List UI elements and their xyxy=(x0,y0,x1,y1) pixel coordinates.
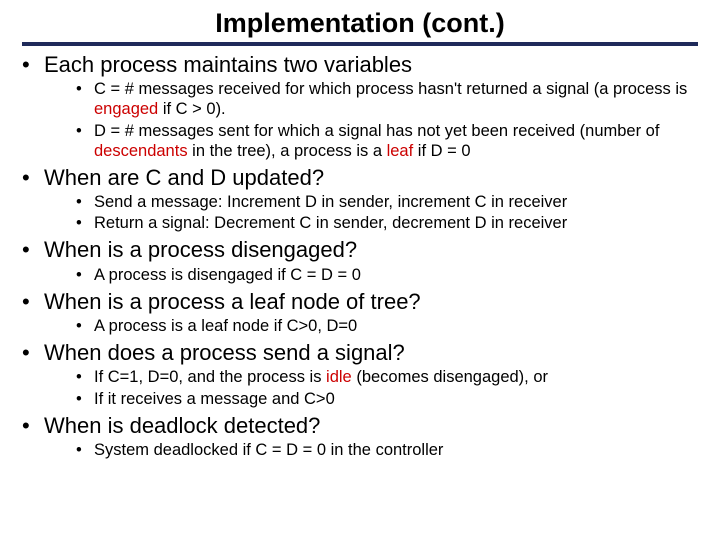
bullet-marker: • xyxy=(76,367,94,387)
bullet-text: Each process maintains two variables xyxy=(44,52,412,77)
sub-bullet-item: •If C=1, D=0, and the process is idle (b… xyxy=(76,367,698,387)
sub-bullet-text: System deadlocked if C = D = 0 in the co… xyxy=(94,440,698,460)
bullet-item: •When is a process disengaged?•A process… xyxy=(22,237,698,284)
bullet-marker: • xyxy=(76,316,94,336)
sub-bullet-list: •If C=1, D=0, and the process is idle (b… xyxy=(22,367,698,408)
bullet-marker: • xyxy=(22,289,44,314)
bullet-marker: • xyxy=(76,213,94,233)
bullet-list: •Each process maintains two variables•C … xyxy=(22,52,698,460)
bullet-marker: • xyxy=(76,265,94,285)
bullet-marker: • xyxy=(22,165,44,190)
highlight-text: descendants xyxy=(94,142,188,160)
bullet-text: When are C and D updated? xyxy=(44,165,324,190)
sub-bullet-item: •Return a signal: Decrement C in sender,… xyxy=(76,213,698,233)
sub-bullet-list: •System deadlocked if C = D = 0 in the c… xyxy=(22,440,698,460)
bullet-marker: • xyxy=(76,79,94,99)
sub-bullet-text: If it receives a message and C>0 xyxy=(94,389,698,409)
highlight-text: engaged xyxy=(94,100,158,118)
bullet-marker: • xyxy=(22,340,44,365)
sub-bullet-text: If C=1, D=0, and the process is idle (be… xyxy=(94,367,698,387)
sub-bullet-item: •D = # messages sent for which a signal … xyxy=(76,121,698,161)
bullet-marker: • xyxy=(22,52,44,77)
bullet-text: When is a process disengaged? xyxy=(44,237,357,262)
sub-bullet-item: •Send a message: Increment D in sender, … xyxy=(76,192,698,212)
bullet-item: •When does a process send a signal?•If C… xyxy=(22,340,698,409)
sub-bullet-text: A process is disengaged if C = D = 0 xyxy=(94,265,698,285)
bullet-text: When is a process a leaf node of tree? xyxy=(44,289,421,314)
sub-bullet-item: •C = # messages received for which proce… xyxy=(76,79,698,119)
sub-bullet-item: •A process is a leaf node if C>0, D=0 xyxy=(76,316,698,336)
sub-bullet-list: •A process is a leaf node if C>0, D=0 xyxy=(22,316,698,336)
sub-bullet-text: D = # messages sent for which a signal h… xyxy=(94,121,698,161)
slide-title: Implementation (cont.) xyxy=(22,8,698,46)
highlight-text: leaf xyxy=(387,142,414,160)
sub-bullet-list: •A process is disengaged if C = D = 0 xyxy=(22,265,698,285)
sub-bullet-list: •C = # messages received for which proce… xyxy=(22,79,698,161)
sub-bullet-text: Send a message: Increment D in sender, i… xyxy=(94,192,698,212)
bullet-text: When is deadlock detected? xyxy=(44,413,320,438)
sub-bullet-text: C = # messages received for which proces… xyxy=(94,79,698,119)
sub-bullet-item: •A process is disengaged if C = D = 0 xyxy=(76,265,698,285)
sub-bullet-item: •System deadlocked if C = D = 0 in the c… xyxy=(76,440,698,460)
highlight-text: idle xyxy=(326,368,352,386)
bullet-item: •Each process maintains two variables•C … xyxy=(22,52,698,161)
sub-bullet-item: •If it receives a message and C>0 xyxy=(76,389,698,409)
bullet-marker: • xyxy=(76,192,94,212)
bullet-text: When does a process send a signal? xyxy=(44,340,405,365)
sub-bullet-text: Return a signal: Decrement C in sender, … xyxy=(94,213,698,233)
bullet-item: •When is deadlock detected?•System deadl… xyxy=(22,413,698,460)
bullet-item: •When are C and D updated?•Send a messag… xyxy=(22,165,698,234)
bullet-item: •When is a process a leaf node of tree?•… xyxy=(22,289,698,336)
sub-bullet-list: •Send a message: Increment D in sender, … xyxy=(22,192,698,233)
sub-bullet-text: A process is a leaf node if C>0, D=0 xyxy=(94,316,698,336)
bullet-marker: • xyxy=(22,237,44,262)
bullet-marker: • xyxy=(76,121,94,141)
bullet-marker: • xyxy=(76,389,94,409)
bullet-marker: • xyxy=(76,440,94,460)
bullet-marker: • xyxy=(22,413,44,438)
